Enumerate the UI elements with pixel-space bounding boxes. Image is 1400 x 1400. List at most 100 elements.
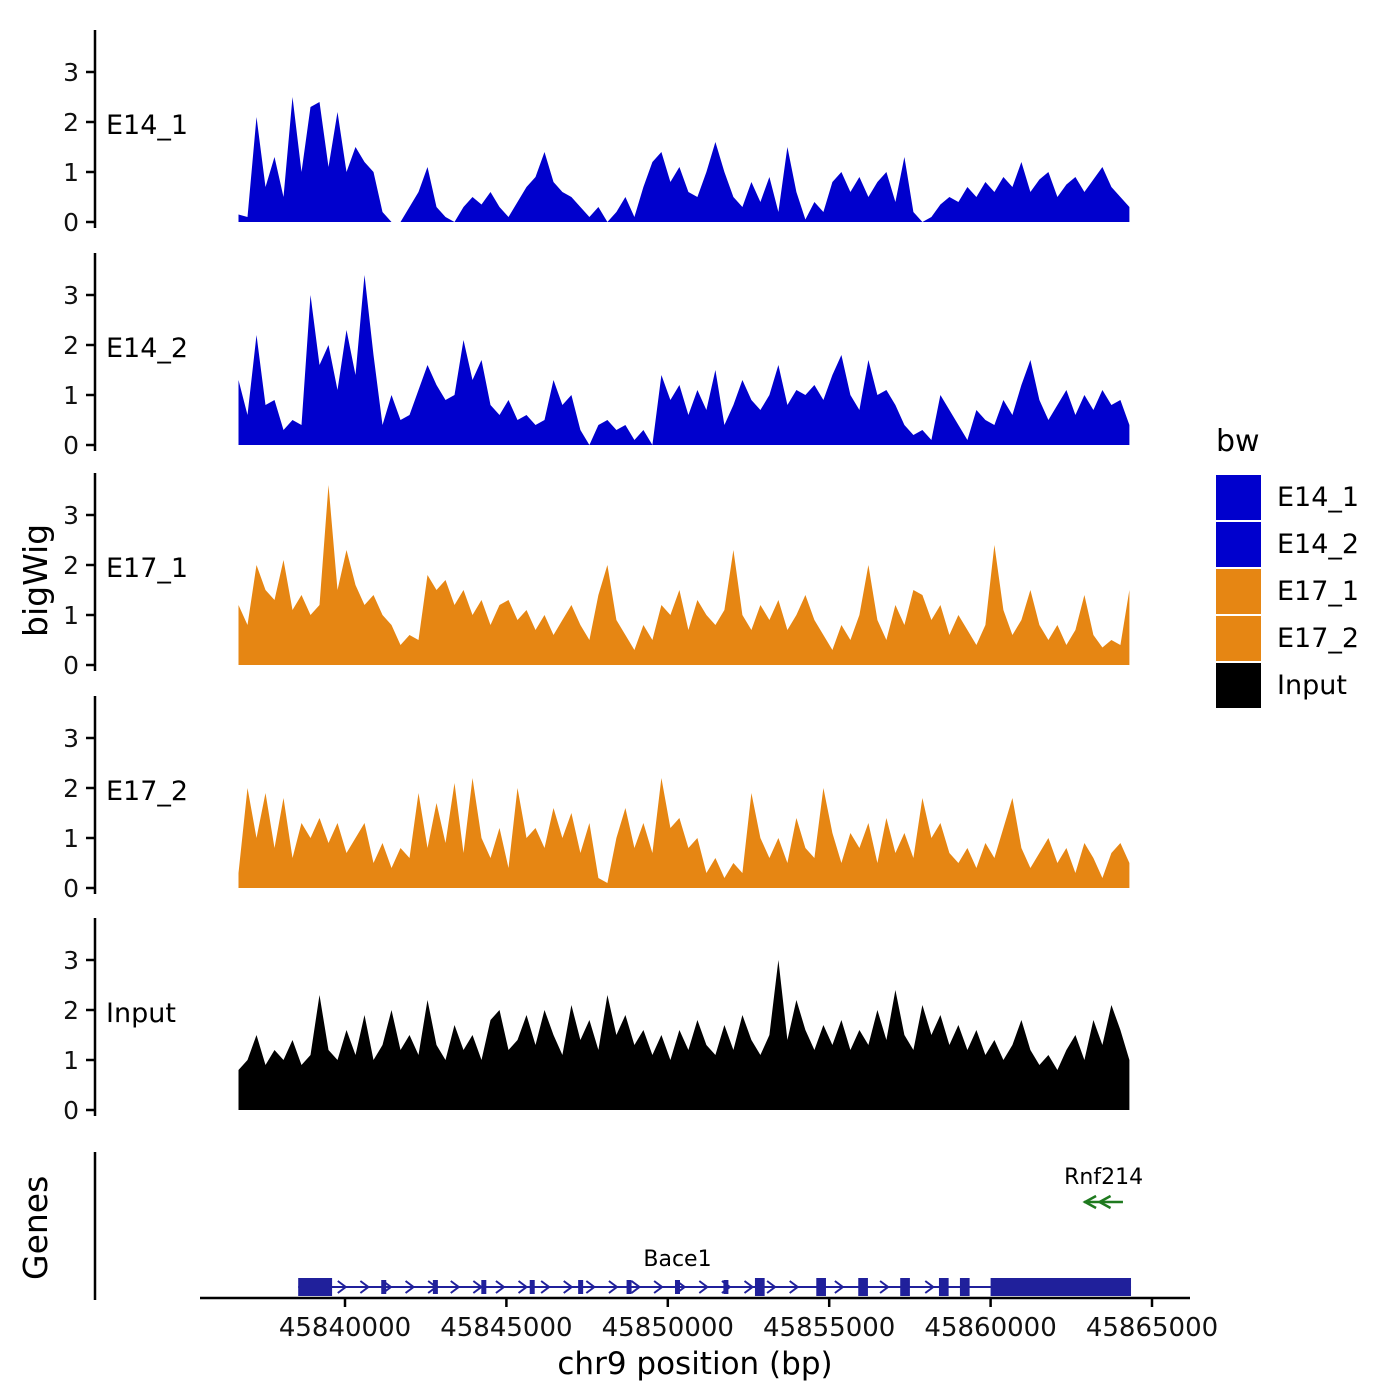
legend-item-input: Input (1216, 663, 1359, 708)
strand-arrow-right-icon (517, 1280, 529, 1294)
legend-item-e14-2: E14_2 (1216, 522, 1359, 567)
legend-item-e14-1: E14_1 (1216, 475, 1359, 520)
y-tick-label: 2 (63, 551, 79, 580)
legend-item-e17-1: E17_1 (1216, 569, 1359, 614)
y-tick-label: 2 (63, 774, 79, 803)
legend-swatch-e17-1 (1216, 569, 1261, 614)
strand-arrow-left-icon (1096, 1194, 1112, 1210)
gene-exon-bace1 (723, 1280, 729, 1294)
strand-arrow-right-icon (585, 1280, 596, 1294)
coverage-area-Input (238, 960, 1130, 1110)
coverage-area-E17_1 (238, 485, 1130, 665)
strand-arrow-right-icon (879, 1280, 890, 1294)
gene-exon-block-bace1 (959, 1278, 970, 1296)
y-tick-label: 0 (63, 651, 79, 680)
strand-arrow-right-icon (427, 1280, 438, 1294)
legend-label-e14-1: E14_1 (1277, 482, 1360, 513)
gene-exon-bace1 (626, 1280, 632, 1294)
strand-arrow-right-icon (789, 1280, 800, 1294)
x-axis: 45840000 45845000 45850000 45855000 45860000… (200, 1296, 1218, 1343)
gene-exon-bace1 (578, 1280, 584, 1294)
legend: bw E14_1 E14_2 E17_1 E17_2 Input (1216, 424, 1359, 710)
y-tick-label: 1 (63, 824, 79, 853)
gene-label-bace1: Bace1 (643, 1247, 711, 1272)
legend-swatch-e14-1 (1216, 475, 1261, 520)
strand-arrow-right-icon (382, 1280, 393, 1294)
gene-exon-block-bace1 (990, 1278, 1132, 1296)
gene-exon-block-bace1 (298, 1278, 333, 1296)
legend-label-e14-2: E14_2 (1277, 529, 1360, 560)
legend-item-e17-2: E17_2 (1216, 616, 1359, 661)
x-tick-label: 45845000 (440, 1313, 572, 1343)
y-tick-label: 3 (63, 281, 79, 310)
y-tick-label: 2 (63, 331, 79, 360)
gene-exon-block-bace1 (900, 1278, 910, 1296)
coverage-area-E14_2 (238, 275, 1130, 445)
gene-exon-bace1 (481, 1280, 487, 1294)
y-tick-label: 0 (63, 431, 79, 460)
x-tick-label: 45860000 (924, 1313, 1056, 1343)
x-tick-label: 45850000 (602, 1313, 734, 1343)
y-tick-label: 3 (63, 724, 79, 753)
strand-arrow-right-icon (563, 1280, 574, 1294)
strand-arrow-right-icon (653, 1280, 664, 1294)
strand-arrow-right-icon (721, 1280, 732, 1294)
gene-exon-bace1 (674, 1280, 680, 1294)
y-tick-label: 0 (63, 874, 79, 903)
gene-exon-bace1 (381, 1280, 387, 1294)
x-tick-label: 45865000 (1086, 1313, 1218, 1343)
genes-panel: Bace1 Rnf214 (93, 1152, 1143, 1300)
strand-arrow-right-icon (472, 1280, 484, 1294)
track-label-E14_2: E14_2 (106, 333, 188, 364)
strand-arrow-right-icon (404, 1280, 416, 1294)
gene-exon-block-bace1 (754, 1278, 765, 1296)
x-axis-title: chr9 position (bp) (557, 1346, 833, 1382)
y-tick-label: 3 (63, 501, 79, 530)
track-label-Input: Input (106, 998, 176, 1029)
y-tick-label: 0 (63, 208, 79, 237)
signal-track-E14_2: 0 1 2 3 E14_2 (63, 253, 1130, 460)
y-tick-label: 1 (63, 158, 79, 187)
legend-swatch-input (1216, 663, 1261, 708)
strand-arrow-right-icon (743, 1280, 755, 1294)
signal-track-E17_2: 0 1 2 3 E17_2 (63, 696, 1130, 903)
y-tick-label: 1 (63, 1046, 79, 1075)
y-tick-label: 3 (63, 58, 79, 87)
y-tick-label: 3 (63, 946, 79, 975)
y-tick-label: 1 (63, 381, 79, 410)
gene-exon-block-bace1 (938, 1278, 949, 1296)
strand-arrow-right-icon (630, 1280, 642, 1294)
track-label-E17_2: E17_2 (106, 776, 188, 807)
y-tick-label: 2 (63, 996, 79, 1025)
strand-arrow-right-icon (337, 1280, 348, 1294)
strand-arrow-right-icon (359, 1280, 371, 1294)
x-tick-label: 45840000 (279, 1313, 411, 1343)
y-tick-label: 2 (63, 108, 79, 137)
strand-arrow-right-icon (676, 1280, 687, 1294)
strand-arrow-right-icon (540, 1280, 551, 1294)
gene-exon-bace1 (529, 1280, 535, 1294)
signal-track-E14_1: 0 1 2 3 E14_1 (63, 30, 1130, 237)
gene-label-rnf214: Rnf214 (1064, 1165, 1143, 1190)
legend-swatch-e17-2 (1216, 616, 1261, 661)
legend-label-e17-1: E17_1 (1277, 576, 1360, 607)
track-label-E14_1: E14_1 (106, 110, 188, 141)
strand-arrow-right-icon (924, 1280, 935, 1294)
legend-swatch-e14-2 (1216, 522, 1261, 567)
legend-label-e17-2: E17_2 (1277, 623, 1360, 654)
legend-label-input: Input (1277, 670, 1347, 701)
strand-arrow-right-icon (450, 1280, 461, 1294)
x-tick-label: 45855000 (763, 1313, 895, 1343)
strand-arrow-right-icon (495, 1280, 506, 1294)
coverage-area-E14_1 (238, 97, 1130, 222)
strand-arrow-right-icon (698, 1280, 709, 1294)
legend-title: bw (1216, 424, 1260, 459)
coverage-area-E17_2 (238, 778, 1130, 888)
y-tick-label: 0 (63, 1096, 79, 1125)
strand-arrow-right-icon (834, 1280, 845, 1294)
strand-arrow-right-icon (766, 1280, 777, 1294)
track-label-E17_1: E17_1 (106, 553, 188, 584)
strand-arrow-right-icon (608, 1280, 619, 1294)
